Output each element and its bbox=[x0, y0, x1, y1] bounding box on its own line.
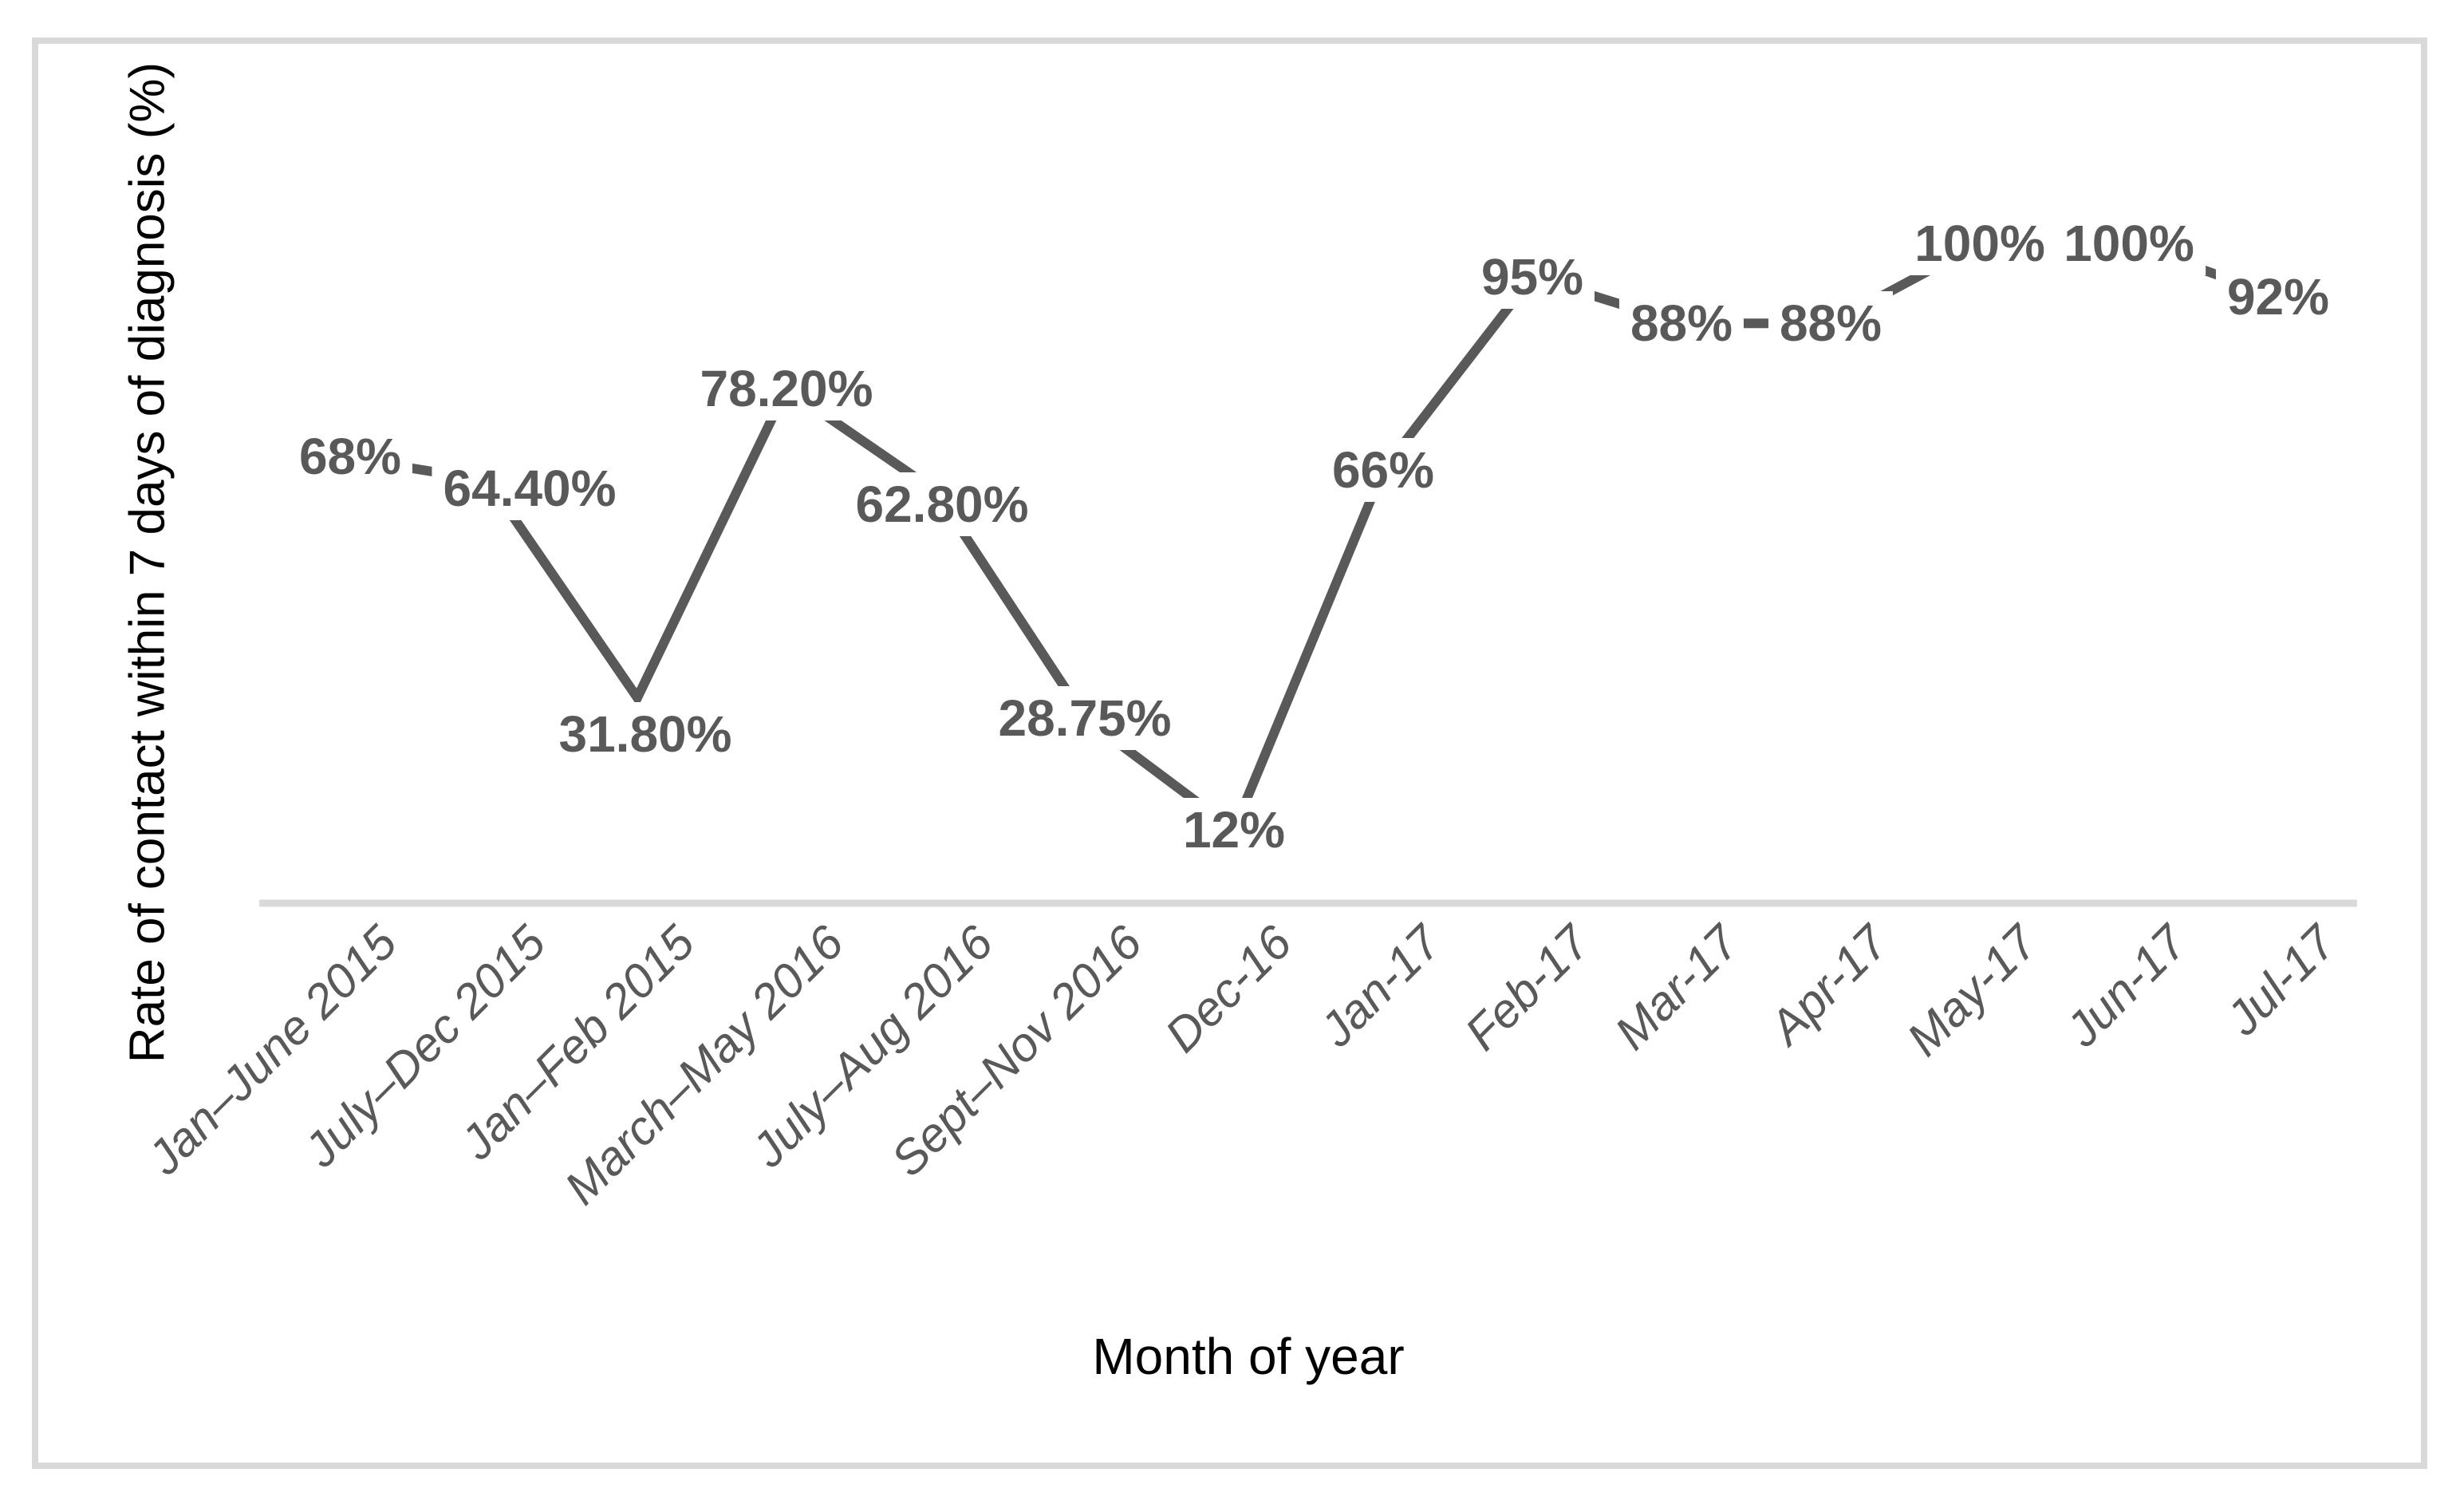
data-label: 88% bbox=[1768, 291, 1894, 356]
data-label: 100% bbox=[2052, 211, 2206, 275]
data-label: 100% bbox=[1903, 211, 2056, 275]
y-axis-title: Rate of contact within 7 days of diagnos… bbox=[120, 61, 175, 1064]
data-label: 78.20% bbox=[688, 357, 885, 421]
data-label: 88% bbox=[1618, 291, 1745, 356]
data-label: 62.80% bbox=[844, 472, 1040, 536]
data-label: 12% bbox=[1171, 797, 1297, 862]
chart-border-frame bbox=[32, 38, 2427, 1469]
data-label: 95% bbox=[1469, 244, 1595, 309]
data-label: 92% bbox=[2215, 264, 2341, 329]
x-axis-title: Month of year bbox=[1092, 1328, 1405, 1385]
data-label: 64.40% bbox=[432, 456, 628, 521]
data-label: 31.80% bbox=[547, 702, 743, 767]
data-label: 66% bbox=[1320, 437, 1446, 502]
data-label: 68% bbox=[287, 424, 413, 489]
data-label: 28.75% bbox=[987, 685, 1183, 750]
